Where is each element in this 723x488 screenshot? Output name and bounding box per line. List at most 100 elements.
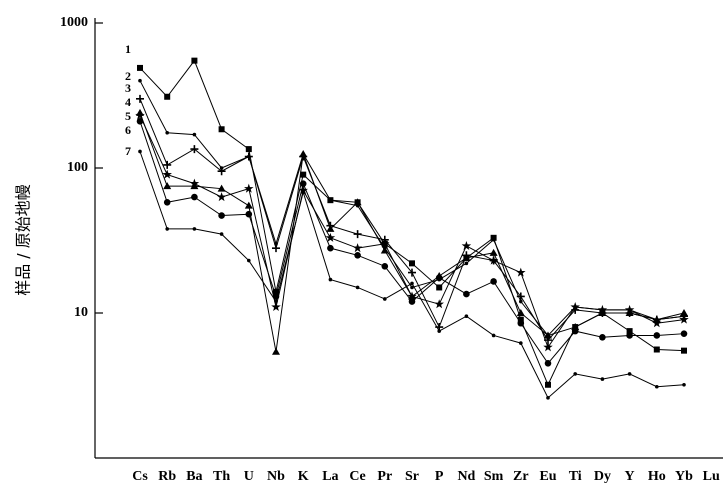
- marker: [679, 314, 689, 324]
- marker: [192, 132, 197, 137]
- marker: [272, 244, 280, 253]
- x-tick-label: La: [322, 469, 338, 484]
- x-tick-label: Eu: [539, 469, 556, 484]
- marker: [190, 182, 199, 190]
- marker: [410, 285, 414, 290]
- marker: [245, 210, 253, 218]
- marker: [680, 330, 688, 337]
- x-tick-label: Ce: [349, 469, 365, 484]
- marker: [325, 232, 336, 242]
- marker: [655, 384, 659, 389]
- marker: [545, 381, 551, 388]
- x-tick-label: Y: [625, 469, 635, 484]
- marker: [165, 227, 169, 231]
- marker: [380, 246, 389, 254]
- marker: [491, 333, 496, 338]
- series-label: 1: [125, 42, 131, 56]
- marker: [437, 329, 442, 333]
- marker: [218, 126, 225, 133]
- x-tick-label: Yb: [675, 469, 693, 484]
- marker: [464, 314, 469, 319]
- marker: [519, 299, 523, 304]
- marker: [138, 149, 142, 154]
- marker: [162, 169, 172, 179]
- marker: [247, 258, 251, 263]
- marker: [163, 199, 171, 206]
- marker: [600, 377, 605, 381]
- marker: [462, 253, 471, 261]
- marker: [543, 342, 553, 352]
- marker: [488, 255, 499, 265]
- marker: [461, 240, 472, 250]
- marker: [219, 232, 224, 236]
- marker: [355, 285, 360, 290]
- marker: [409, 260, 415, 267]
- y-tick-label: 100: [67, 160, 88, 175]
- marker: [164, 93, 171, 100]
- marker: [190, 145, 199, 154]
- marker: [464, 261, 469, 266]
- marker: [517, 316, 524, 323]
- marker: [299, 149, 308, 157]
- marker: [353, 230, 362, 239]
- marker: [435, 274, 443, 282]
- marker: [218, 212, 225, 219]
- marker: [165, 130, 169, 135]
- x-tick-label: Rb: [158, 469, 176, 484]
- marker: [136, 117, 144, 125]
- marker: [328, 198, 333, 202]
- marker: [244, 152, 253, 161]
- y-axis-label: 样品 / 原始地幔: [14, 184, 33, 296]
- series-label: 4: [125, 95, 131, 109]
- marker: [136, 94, 144, 103]
- marker: [491, 237, 496, 242]
- marker: [217, 167, 226, 176]
- marker: [326, 224, 335, 232]
- marker: [192, 227, 197, 231]
- marker: [681, 347, 687, 354]
- marker: [652, 318, 662, 328]
- marker: [244, 183, 254, 193]
- marker: [300, 171, 307, 178]
- marker: [245, 146, 252, 153]
- marker: [353, 198, 362, 206]
- x-tick-label: Dy: [594, 469, 611, 484]
- x-tick-label: Pr: [377, 469, 392, 484]
- marker: [626, 332, 633, 339]
- marker: [217, 184, 226, 192]
- marker: [274, 299, 278, 304]
- marker: [354, 251, 361, 259]
- x-tick-label: Ho: [648, 469, 666, 484]
- marker: [516, 309, 525, 316]
- x-tick-label: Zr: [513, 469, 529, 484]
- series-label: 3: [125, 81, 131, 95]
- x-tick-label: U: [244, 469, 254, 484]
- marker: [571, 327, 579, 335]
- marker: [463, 290, 470, 298]
- marker: [652, 315, 661, 323]
- marker: [272, 347, 280, 355]
- x-tick-label: Nb: [267, 469, 285, 484]
- marker: [434, 299, 444, 309]
- series-label: 6: [125, 123, 131, 137]
- marker: [517, 319, 525, 327]
- marker: [138, 78, 142, 83]
- marker: [381, 262, 389, 270]
- marker: [163, 160, 172, 169]
- marker: [544, 331, 552, 339]
- marker: [570, 301, 580, 312]
- y-tick-label: 10: [74, 305, 88, 320]
- marker: [490, 278, 497, 285]
- marker: [383, 297, 387, 301]
- x-tick-label: Cs: [132, 469, 148, 484]
- x-tick-label: Th: [213, 469, 230, 484]
- marker: [436, 284, 443, 291]
- x-tick-label: Sm: [484, 469, 504, 484]
- marker: [352, 243, 363, 253]
- x-tick-label: Ba: [186, 469, 202, 484]
- marker: [273, 288, 279, 295]
- x-tick-label: Ti: [569, 469, 582, 484]
- marker: [328, 277, 333, 282]
- marker: [301, 190, 306, 195]
